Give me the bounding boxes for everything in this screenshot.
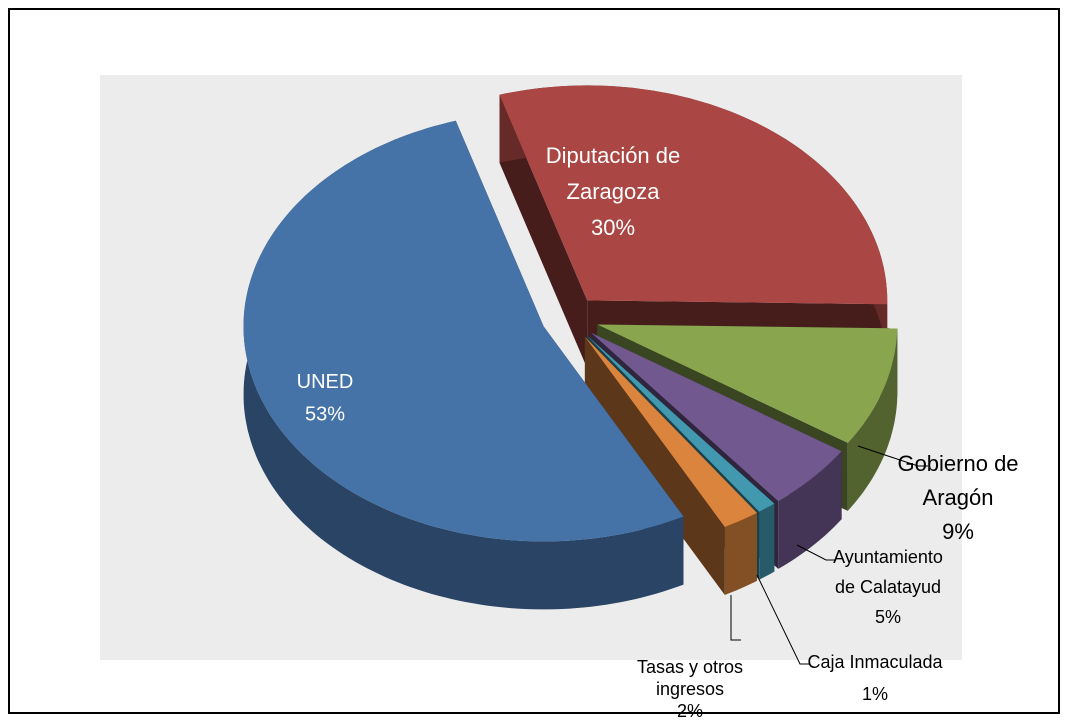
slice-side xyxy=(724,512,757,595)
category-label: Ayuntamiento de Calatayud xyxy=(833,547,943,597)
slice-side xyxy=(759,503,775,580)
slice xyxy=(243,120,684,542)
slice-wall xyxy=(584,336,725,595)
slice xyxy=(597,324,898,443)
labels: Diputación de Zaragoza 30% Gobierno de Aragó… xyxy=(297,143,1019,721)
leader-line xyxy=(730,595,741,641)
value-label: 2% xyxy=(677,701,703,721)
category-label: Tasas y otros ingresos xyxy=(637,657,743,699)
value-label: 30% xyxy=(591,215,635,240)
category-label: Gobierno de Aragón xyxy=(897,451,1018,510)
category-label: Caja Inmaculada xyxy=(807,652,943,672)
pie-tops xyxy=(243,85,898,542)
slice-side xyxy=(778,451,842,569)
slice xyxy=(584,336,757,527)
slice-side xyxy=(243,120,684,610)
category-label: UNED xyxy=(297,371,354,393)
slice xyxy=(587,335,775,512)
value-label: 5% xyxy=(875,607,901,627)
slice-side xyxy=(847,328,898,511)
leader-line xyxy=(756,574,810,665)
leader-line xyxy=(857,445,928,467)
slice xyxy=(499,85,888,305)
value-label: 9% xyxy=(942,519,974,544)
value-label: 53% xyxy=(305,403,345,425)
slice xyxy=(591,332,842,501)
slice-wall xyxy=(499,94,588,369)
leader-line xyxy=(796,544,836,561)
value-label: 1% xyxy=(862,684,888,704)
category-label: Diputación de Zaragoza xyxy=(546,143,681,204)
